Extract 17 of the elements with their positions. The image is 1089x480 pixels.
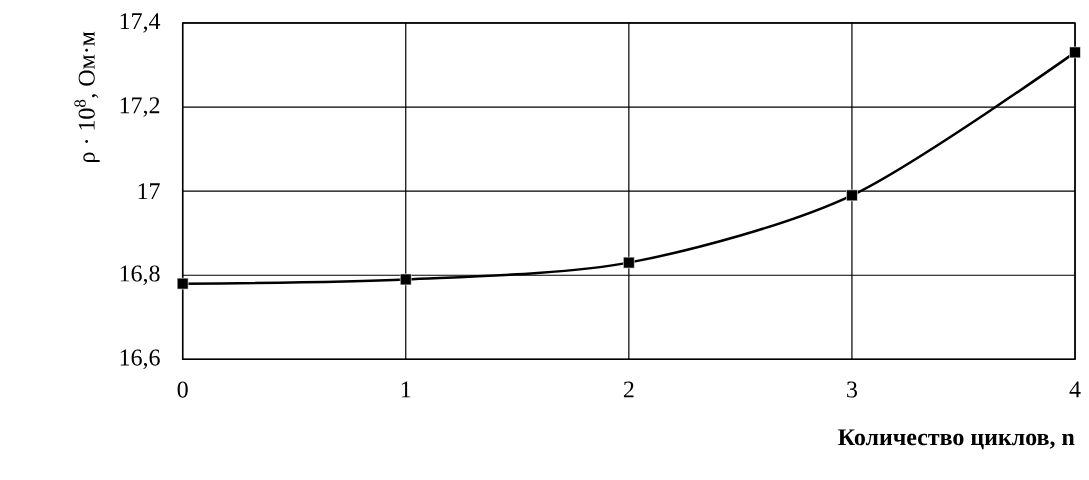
y-tick-label: 17,2 xyxy=(120,97,160,117)
point xyxy=(623,256,635,269)
point xyxy=(846,189,858,202)
point xyxy=(399,273,412,286)
x-axis-title: Количество циклов, n xyxy=(838,429,1075,450)
x-tick-label: 2 xyxy=(623,381,634,398)
y-axis-title: ρ · 10$^{8}$, Ом·м xyxy=(74,31,100,162)
x-tick-label: 3 xyxy=(847,381,857,398)
x-tick-label: 1 xyxy=(401,381,411,398)
y-tick-label: 16,8 xyxy=(120,265,160,285)
point xyxy=(176,277,189,290)
y-tick-label: 17,4 xyxy=(120,13,161,33)
y-tick-label: 16,6 xyxy=(120,349,160,370)
x-tick-label: 0 xyxy=(177,381,188,398)
y-tick-label: 17 xyxy=(138,183,160,199)
x-tick-label: 4 xyxy=(1069,381,1081,398)
point xyxy=(1069,46,1081,59)
